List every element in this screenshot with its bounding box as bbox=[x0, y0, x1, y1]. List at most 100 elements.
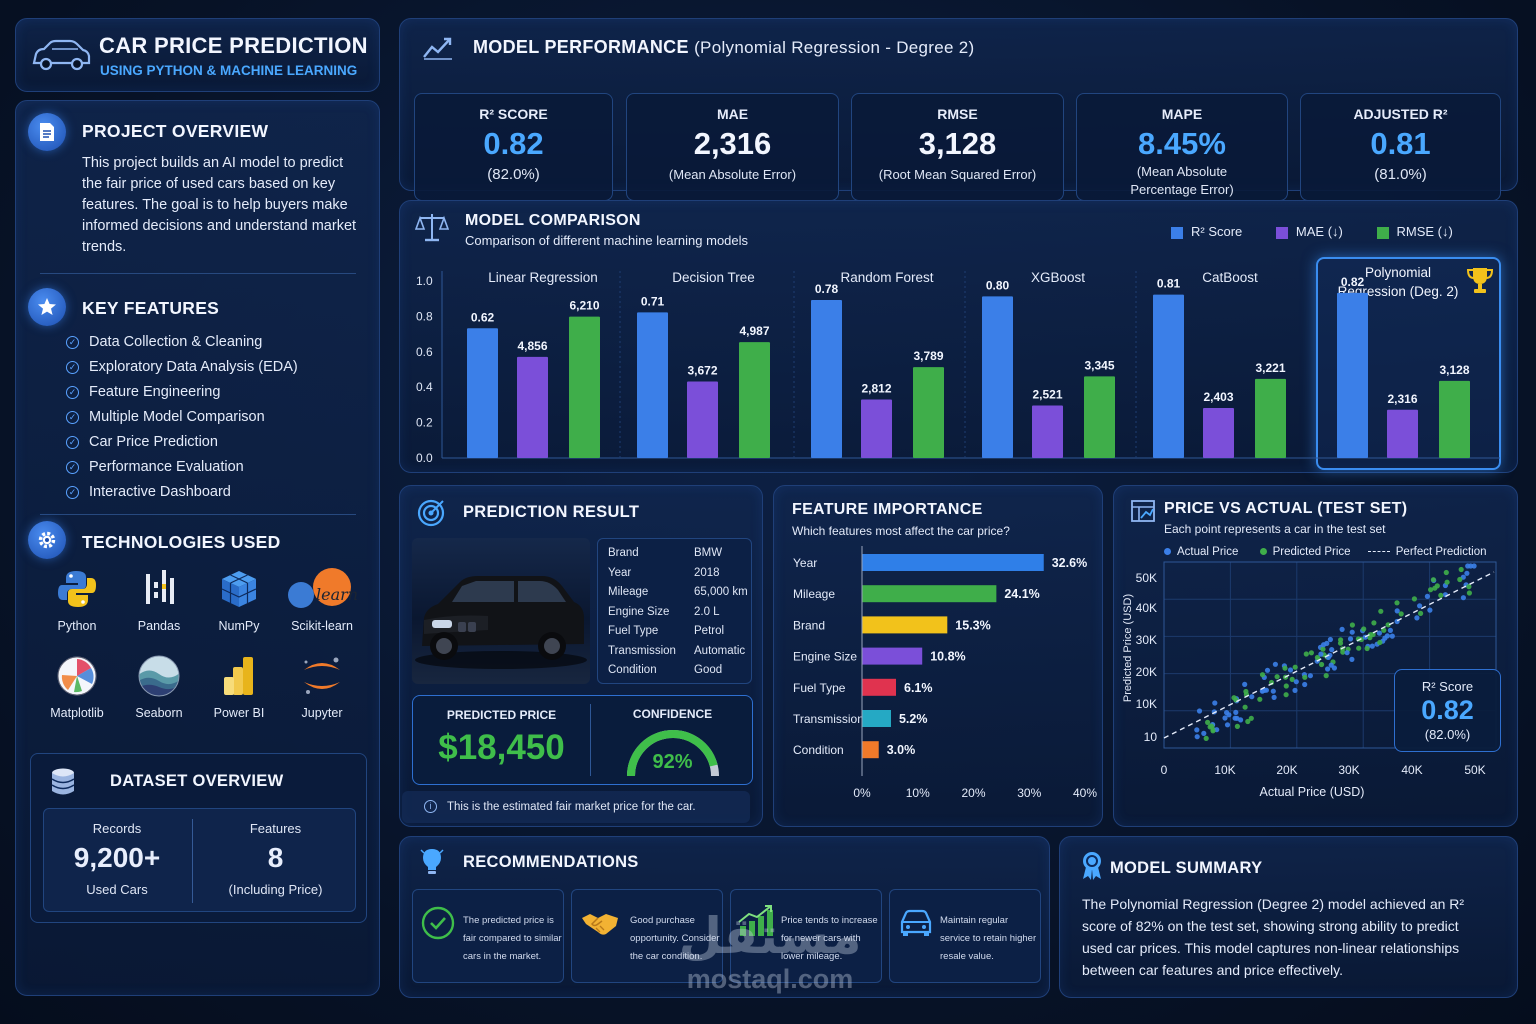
actual-point bbox=[1271, 694, 1277, 700]
r2-value: 0.82 bbox=[1421, 695, 1474, 725]
actual-point bbox=[1349, 629, 1355, 635]
tech-seaborn: Seaborn bbox=[119, 654, 199, 720]
comparison-subtitle: Comparison of different machine learning… bbox=[465, 233, 749, 248]
data-label: 3,345 bbox=[1084, 358, 1114, 372]
scatter-chart: 50K 40K 30K 20K 10K 10 0 10K 20K 30K 40K 50K Actual … bbox=[1122, 561, 1497, 799]
plot-frame bbox=[1163, 561, 1497, 749]
recommendations-title: RECOMMENDATIONS bbox=[463, 853, 639, 871]
predicted-point bbox=[1394, 600, 1400, 606]
predicted-point bbox=[1430, 577, 1436, 583]
matplotlib-icon bbox=[55, 654, 99, 698]
category-label: Polynomial bbox=[1365, 265, 1431, 280]
category-label: XGBoost bbox=[1031, 270, 1085, 285]
tech-jupyter: Jupyter bbox=[282, 654, 362, 720]
predicted-point bbox=[1361, 626, 1367, 632]
r2-sub: (82.0%) bbox=[1424, 727, 1471, 742]
predicted-point bbox=[1340, 649, 1346, 655]
spec-row: Year 2018 bbox=[608, 566, 720, 579]
spec-row: Condition Good bbox=[608, 664, 723, 676]
data-label: 2,521 bbox=[1032, 388, 1062, 402]
predicted-point bbox=[1438, 592, 1444, 598]
y-tick-label: 30K bbox=[1136, 633, 1157, 647]
predicted-point bbox=[1234, 723, 1240, 729]
x-tick-label: 20% bbox=[961, 786, 985, 800]
importance-value: 3.0% bbox=[887, 743, 916, 757]
actual-point bbox=[1442, 592, 1448, 598]
actual-point bbox=[1292, 687, 1298, 693]
predicted-point bbox=[1457, 576, 1463, 583]
check-circle-icon bbox=[421, 906, 455, 940]
actual-point bbox=[1321, 642, 1327, 648]
recommendation-card: The predicted price is fair compared to … bbox=[412, 889, 564, 983]
lightbulb-icon bbox=[420, 849, 444, 874]
python-icon bbox=[55, 567, 99, 611]
scatter-legend: Actual Price Predicted Price Perfect Pre… bbox=[1164, 546, 1487, 558]
recommendation-card: Maintain regular service to retain highe… bbox=[889, 889, 1041, 983]
y-tick-label: 0.4 bbox=[416, 380, 433, 394]
predicted-point bbox=[1385, 622, 1391, 628]
data-label: 0.80 bbox=[986, 278, 1010, 292]
actual-point bbox=[1414, 615, 1420, 621]
header-panel: CAR PRICE PREDICTION USING PYTHON & MACH… bbox=[15, 18, 380, 92]
data-label: 2,403 bbox=[1203, 390, 1233, 404]
importance-bar bbox=[862, 678, 897, 696]
spec-row: Engine Size 2.0 L bbox=[608, 605, 720, 618]
car-front-icon bbox=[900, 909, 932, 936]
predicted-price: $18,450 bbox=[438, 728, 565, 767]
actual-point bbox=[1376, 630, 1382, 636]
actual-point bbox=[1249, 694, 1255, 700]
actual-point bbox=[1349, 656, 1355, 662]
list-item: ✓ Exploratory Data Analysis (EDA) bbox=[66, 355, 298, 380]
actual-point bbox=[1387, 627, 1393, 633]
x-tick-label: 30% bbox=[1017, 786, 1041, 800]
predicted-point bbox=[1259, 672, 1266, 678]
overview-title: PROJECT OVERVIEW bbox=[82, 121, 269, 141]
check-icon: ✓ bbox=[66, 460, 79, 474]
predicted-point bbox=[1432, 585, 1438, 591]
y-tick-label: 20K bbox=[1136, 665, 1157, 679]
actual-point bbox=[1339, 626, 1345, 632]
info-icon: i bbox=[424, 800, 437, 814]
y-tick-label: 40K bbox=[1136, 601, 1157, 615]
actual-point bbox=[1194, 727, 1200, 733]
actual-point bbox=[1234, 715, 1240, 721]
recommendation-card: Good purchase opportunity. Consider the … bbox=[571, 889, 723, 983]
predicted-point bbox=[1428, 587, 1434, 593]
records-stat: Records 9,200+ Used Cars bbox=[44, 821, 190, 897]
importance-bar bbox=[862, 741, 879, 759]
legend-dash-perfect bbox=[1367, 551, 1390, 553]
tech-numpy: NumPy bbox=[199, 567, 279, 633]
tech-python: Python bbox=[37, 567, 117, 633]
predicted-point bbox=[1338, 637, 1344, 643]
importance-bar bbox=[862, 585, 997, 603]
data-label: 0.81 bbox=[1157, 277, 1181, 291]
check-icon: ✓ bbox=[66, 435, 79, 449]
predicted-point bbox=[1257, 696, 1263, 702]
data-label: 3,789 bbox=[913, 349, 943, 363]
predicted-point bbox=[1210, 728, 1216, 734]
key-features-title: KEY FEATURES bbox=[82, 298, 220, 318]
importance-bar bbox=[862, 616, 948, 634]
x-tick-label: 40% bbox=[1073, 786, 1097, 800]
actual-point bbox=[1226, 712, 1232, 718]
data-label: 0.71 bbox=[641, 294, 665, 308]
pandas-icon bbox=[137, 567, 181, 611]
check-icon: ✓ bbox=[66, 360, 79, 374]
predicted-point bbox=[1367, 632, 1373, 638]
trophy-icon bbox=[1466, 268, 1494, 293]
category-label: Random Forest bbox=[840, 270, 933, 285]
overview-text: This project builds an AI model to predi… bbox=[82, 155, 357, 255]
y-axis-title: Predicted Price (USD) bbox=[1122, 594, 1134, 702]
spec-row: Transmission Automatic bbox=[608, 644, 746, 657]
car-image bbox=[412, 538, 590, 684]
x-tick-label: 10K bbox=[1214, 763, 1235, 777]
logo-text: learn bbox=[316, 585, 358, 604]
bar-mae bbox=[1032, 405, 1063, 458]
actual-point bbox=[1389, 633, 1395, 639]
predicted-point bbox=[1248, 715, 1254, 721]
actual-point bbox=[1382, 635, 1388, 641]
spec-row: Mileage 65,000 km bbox=[608, 586, 748, 598]
importance-chart: Year 32.6% Mileage 24.1% Brand 15.3% Engine Si… bbox=[793, 546, 1097, 800]
price-note: i This is the estimated fair market price… bbox=[402, 791, 750, 823]
comparison-panel: MODEL COMPARISON Comparison of different… bbox=[399, 200, 1518, 473]
